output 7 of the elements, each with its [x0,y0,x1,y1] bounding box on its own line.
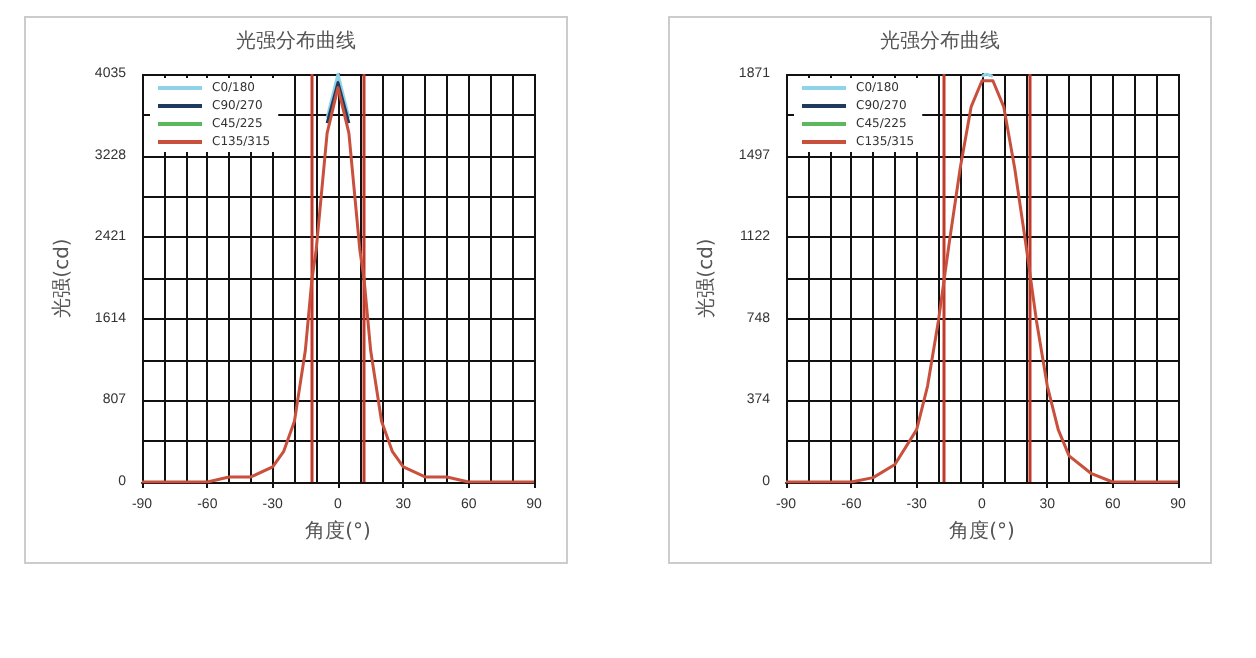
chart-title: 光强分布曲线 [880,29,1000,53]
chart-title: 光强分布曲线 [236,29,356,53]
line-series [784,79,1180,484]
x-axis-title: 角度(°) [305,518,371,543]
y-axis-title: 光强(cd) [694,238,719,318]
y-axis-title: 光强(cd) [50,238,75,318]
x-axis-title: 角度(°) [949,518,1015,543]
